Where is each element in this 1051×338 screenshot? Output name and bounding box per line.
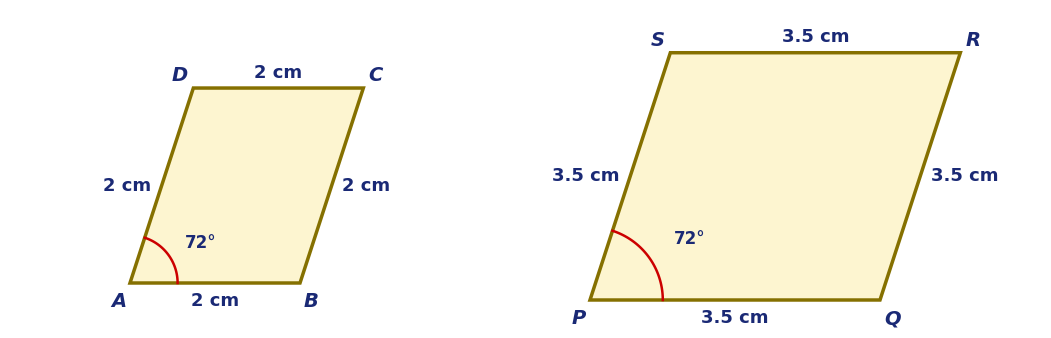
Text: 2 cm: 2 cm [254,64,303,82]
Text: B: B [304,292,318,311]
Text: 3.5 cm: 3.5 cm [552,167,619,185]
Text: C: C [369,67,383,86]
Text: R: R [966,31,981,50]
Polygon shape [130,88,364,283]
Text: 2 cm: 2 cm [343,176,391,194]
Text: Q: Q [884,309,901,328]
Text: 2 cm: 2 cm [103,176,151,194]
Polygon shape [590,53,961,300]
Text: S: S [652,31,665,50]
Text: 3.5 cm: 3.5 cm [931,167,998,185]
Text: 3.5 cm: 3.5 cm [782,28,849,46]
Text: 3.5 cm: 3.5 cm [701,309,768,327]
Text: 72°: 72° [185,234,217,252]
Text: A: A [111,292,126,311]
Text: D: D [172,67,188,86]
Text: 2 cm: 2 cm [191,292,239,310]
Text: 72°: 72° [674,230,706,248]
Text: P: P [572,309,586,328]
